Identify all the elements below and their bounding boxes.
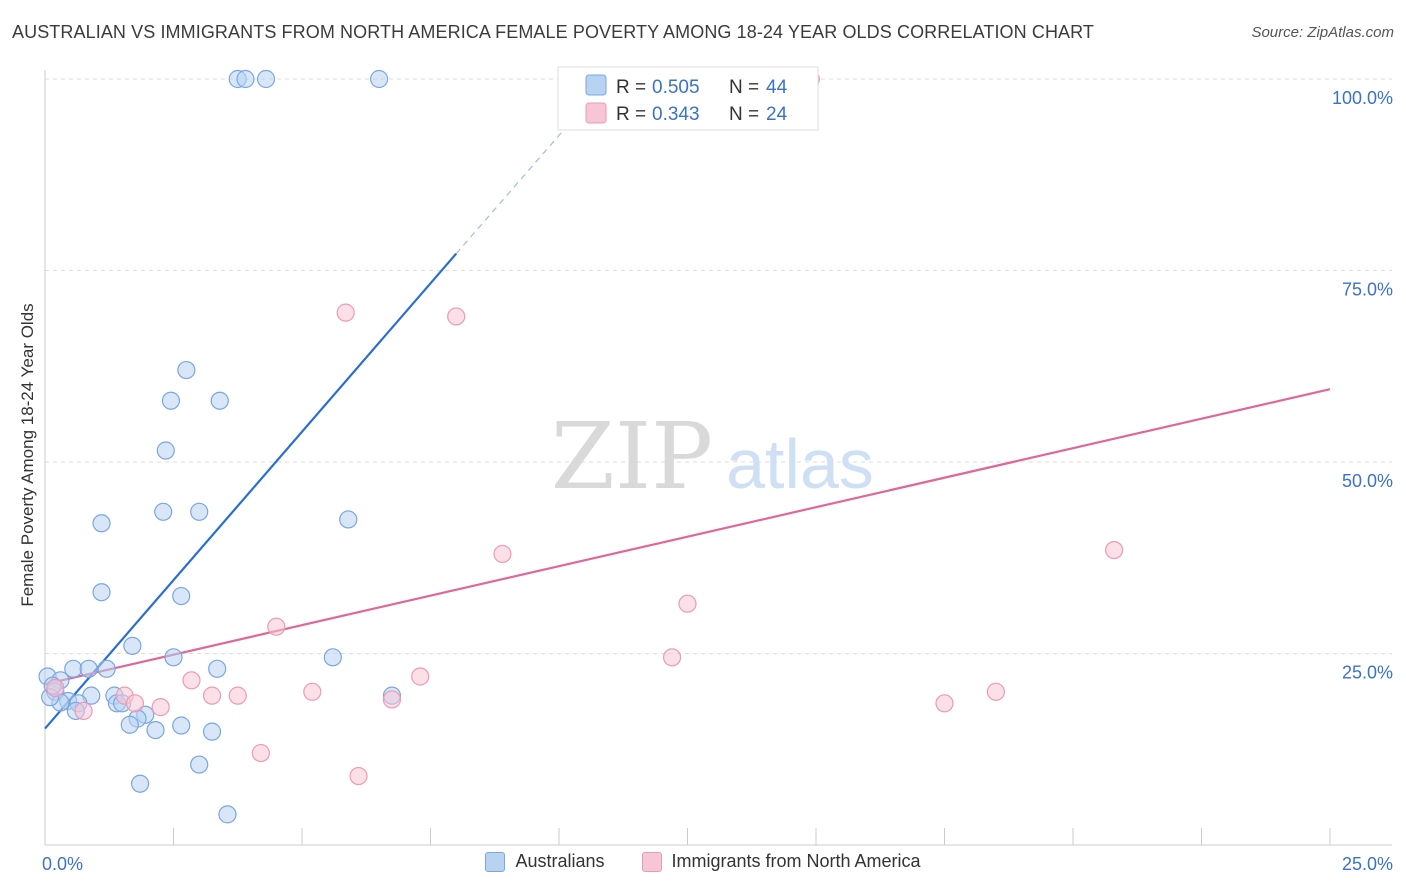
- point-australians-6: [161, 391, 181, 410]
- axes: [44, 70, 1392, 846]
- y-tick-label-25: 25.0%: [1342, 663, 1393, 683]
- legend-swatch-australians: [485, 851, 506, 872]
- point-australians-14: [123, 636, 142, 655]
- y-tick-label-100: 100.0%: [1332, 88, 1393, 108]
- point-immigrants-4: [493, 544, 512, 564]
- point-australians-41: [130, 774, 150, 793]
- point-australians-5: [210, 391, 229, 410]
- gridlines: [45, 78, 1392, 654]
- point-australians-8: [154, 502, 173, 521]
- point-immigrants-5: [1105, 540, 1124, 560]
- point-australians-42: [218, 805, 237, 824]
- trend-line-immigrants: [44, 388, 1331, 686]
- point-immigrants-11: [202, 686, 222, 705]
- legend-top-swatch-immigrants: [585, 102, 607, 124]
- legend-top-r-value-2: 0.343: [652, 104, 700, 125]
- watermark-atlas: atlas: [726, 425, 874, 503]
- point-australians-37: [146, 720, 165, 740]
- legend-top-r-value-1: 0.505: [652, 77, 700, 98]
- point-immigrants-16: [986, 682, 1006, 701]
- point-immigrants-8: [662, 648, 682, 667]
- point-australians-9: [190, 502, 209, 521]
- x-tick-label-1: 25.0%: [1342, 854, 1393, 874]
- point-immigrants-12: [228, 686, 247, 705]
- point-immigrants-15: [935, 694, 954, 713]
- point-australians-18: [79, 659, 98, 678]
- point-australians-1: [236, 69, 255, 89]
- point-immigrants-10: [411, 667, 430, 686]
- point-australians-38: [202, 722, 222, 741]
- point-immigrants-18: [125, 694, 145, 713]
- legend-item-immigrants: Immigrants from North America: [641, 851, 921, 872]
- point-australians-11: [339, 510, 358, 529]
- legend-top-n-label-1: N =: [729, 77, 759, 98]
- point-australians-10: [92, 514, 111, 533]
- point-australians-2: [256, 69, 276, 89]
- point-australians-12: [92, 583, 111, 602]
- legend-top-n-label-2: N =: [729, 104, 759, 125]
- trend-lines: [44, 105, 1331, 730]
- point-australians-3: [370, 69, 389, 89]
- point-immigrants-7: [267, 617, 286, 636]
- point-immigrants-9: [182, 671, 201, 690]
- legend-label-australians: Australians: [515, 851, 605, 871]
- point-immigrants-23: [46, 678, 65, 698]
- legend-top-n-value-1: 44: [766, 77, 788, 98]
- x-tick-label-0: 0.0%: [42, 854, 83, 874]
- point-immigrants-20: [74, 701, 93, 721]
- legend-top-swatch-australians: [585, 74, 607, 96]
- watermark-zip: ZIP: [551, 403, 713, 510]
- point-australians-40: [190, 755, 209, 774]
- point-immigrants-13: [303, 682, 322, 701]
- trend-line-australians: [44, 252, 458, 730]
- point-immigrants-22: [349, 766, 368, 786]
- legend-top-r-label-2: R =: [616, 104, 646, 125]
- source-credit: Source: ZipAtlas.com: [1251, 24, 1394, 41]
- y-tick-label-50: 50.0%: [1342, 471, 1393, 491]
- y-tick-label-75: 75.0%: [1342, 280, 1393, 300]
- point-immigrants-14: [382, 690, 402, 709]
- point-australians-13: [172, 586, 191, 606]
- point-australians-4: [177, 360, 196, 380]
- x-tick-labels: 0.0% 25.0%: [42, 854, 1393, 874]
- legend-top-n-value-2: 24: [766, 104, 788, 125]
- legend-top: R = 0.505 N = 44 R = 0.343 N = 24: [557, 66, 819, 131]
- legend-bottom: Australians Immigrants from North Americ…: [0, 851, 1406, 877]
- point-australians-35: [120, 715, 139, 734]
- point-australians-15: [164, 648, 183, 667]
- legend-top-r-label-1: R =: [616, 77, 646, 98]
- point-australians-7: [156, 441, 175, 460]
- point-immigrants-6: [678, 594, 697, 613]
- point-immigrants-2: [336, 303, 355, 322]
- legend-swatch-immigrants: [641, 851, 662, 872]
- point-australians-19: [97, 659, 116, 678]
- point-immigrants-21: [251, 743, 270, 763]
- point-australians-16: [323, 648, 342, 667]
- legend-item-australians: Australians: [485, 851, 604, 872]
- point-australians-20: [208, 659, 227, 678]
- point-immigrants-3: [447, 307, 466, 326]
- y-tick-labels: 25.0% 50.0% 75.0% 100.0%: [1332, 88, 1393, 683]
- chart-title: AUSTRALIAN VS IMMIGRANTS FROM NORTH AMER…: [12, 22, 1095, 42]
- data-points: [38, 69, 1124, 824]
- point-immigrants-19: [151, 698, 170, 717]
- legend-label-immigrants: Immigrants from North America: [671, 851, 921, 871]
- point-australians-36: [172, 716, 191, 735]
